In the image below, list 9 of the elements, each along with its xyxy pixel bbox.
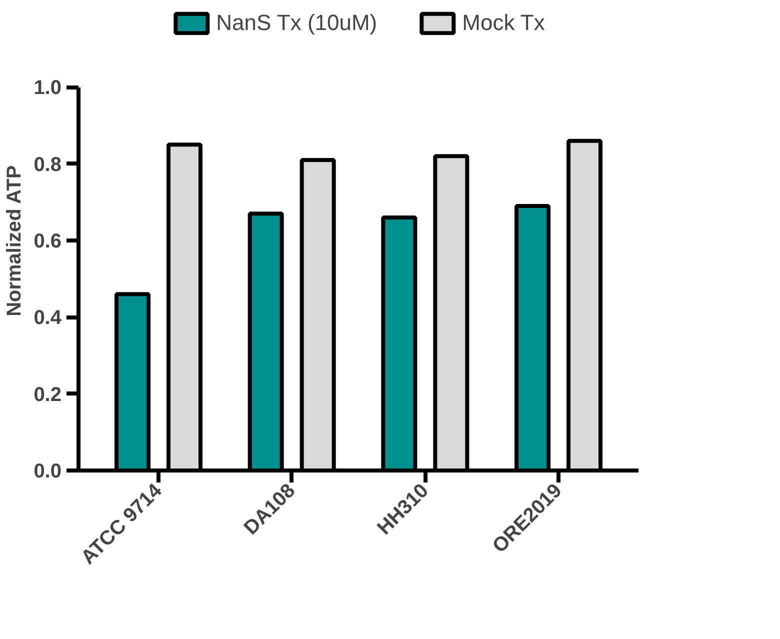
y-tick-label: 0.2 bbox=[34, 384, 62, 406]
legend-label: NanS Tx (10uM) bbox=[216, 10, 378, 36]
y-tick-label: 0.0 bbox=[34, 460, 62, 482]
y-tick-label: 0.6 bbox=[34, 230, 62, 252]
y-tick-label: 1.0 bbox=[34, 77, 62, 100]
y-tick-label: 0.4 bbox=[34, 307, 62, 330]
y-tick-label: 0.8 bbox=[34, 154, 62, 176]
y-axis-title: Normalized ATP bbox=[4, 165, 26, 316]
legend-label: Mock Tx bbox=[462, 10, 545, 36]
